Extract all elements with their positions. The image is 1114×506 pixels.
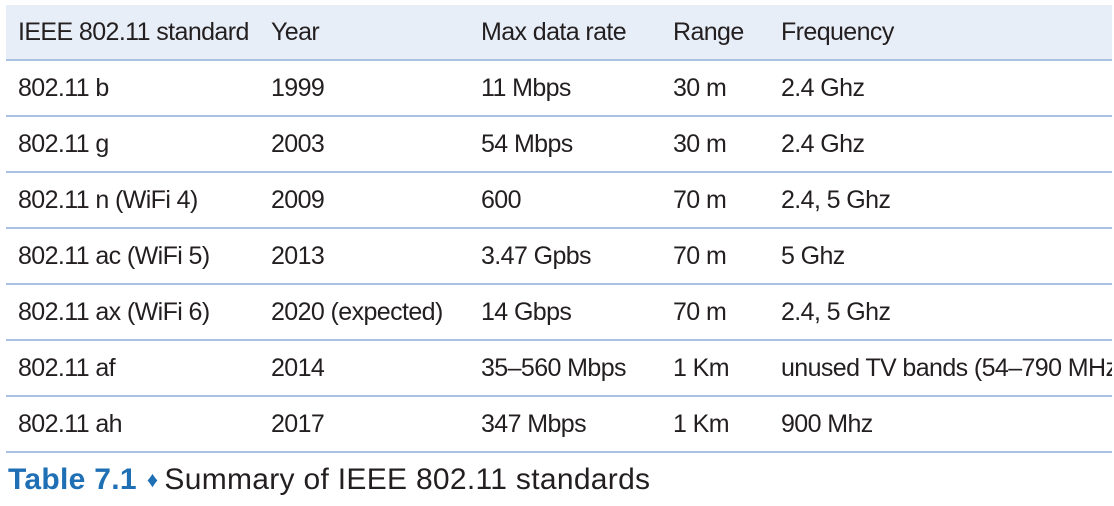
cell-year: 2014 [271, 353, 325, 382]
header-standard: IEEE 802.11 standard [6, 5, 259, 60]
cell-max-data-rate: 600 [481, 185, 522, 214]
cell-frequency: 900 Mhz [781, 409, 873, 438]
cell-frequency: 2.4, 5 Ghz [781, 185, 891, 214]
cell-frequency: 2.4 Ghz [781, 73, 865, 102]
cell-standard: 802.11 g [18, 129, 109, 158]
cell-year: 2003 [271, 129, 325, 158]
header-range: Range [661, 5, 769, 60]
cell-range: 70 m [673, 297, 727, 326]
table-row: 802.11 ah 2017 347 Mbps 1 Km 900 Mhz [6, 396, 1112, 452]
cell-year: 2020 (expected) [271, 297, 443, 326]
cell-standard: 802.11 b [18, 73, 109, 102]
cell-standard: 802.11 ah [18, 409, 123, 438]
header-year: Year [259, 5, 469, 60]
cell-max-data-rate: 35–560 Mbps [481, 353, 627, 382]
cell-year: 2017 [271, 409, 325, 438]
header-frequency: Frequency [769, 5, 1112, 60]
ieee-standards-table: IEEE 802.11 standard Year Max data rate … [6, 5, 1112, 453]
cell-frequency: 2.4 Ghz [781, 129, 865, 158]
cell-standard: 802.11 af [18, 353, 116, 382]
table-row: 802.11 n (WiFi 4) 2009 600 70 m 2.4, 5 G… [6, 172, 1112, 228]
table-row: 802.11 af 2014 35–560 Mbps 1 Km unused T… [6, 340, 1112, 396]
table-row: 802.11 ax (WiFi 6) 2020 (expected) 14 Gb… [6, 284, 1112, 340]
cell-range: 30 m [673, 73, 727, 102]
table-row: 802.11 b 1999 11 Mbps 30 m 2.4 Ghz [6, 60, 1112, 116]
cell-year: 2013 [271, 241, 325, 270]
cell-max-data-rate: 14 Gbps [481, 297, 572, 326]
table-row: 802.11 g 2003 54 Mbps 30 m 2.4 Ghz [6, 116, 1112, 172]
cell-year: 1999 [271, 73, 325, 102]
cell-range: 30 m [673, 129, 727, 158]
cell-range: 1 Km [673, 409, 730, 438]
cell-max-data-rate: 347 Mbps [481, 409, 587, 438]
cell-standard: 802.11 ax (WiFi 6) [18, 297, 210, 326]
cell-range: 70 m [673, 241, 727, 270]
cell-range: 1 Km [673, 353, 730, 382]
table-body: 802.11 b 1999 11 Mbps 30 m 2.4 Ghz 802.1… [6, 60, 1112, 452]
header-row: IEEE 802.11 standard Year Max data rate … [6, 5, 1112, 60]
cell-frequency: 5 Ghz [781, 241, 845, 270]
cell-standard: 802.11 n (WiFi 4) [18, 185, 198, 214]
cell-max-data-rate: 11 Mbps [481, 73, 571, 102]
cell-frequency: unused TV bands (54–790 MHz) [781, 353, 1112, 382]
header-max-data-rate: Max data rate [469, 5, 661, 60]
caption-number: Table 7.1 [8, 463, 137, 496]
table-row: 802.11 ac (WiFi 5) 2013 3.47 Gpbs 70 m 5… [6, 228, 1112, 284]
cell-frequency: 2.4, 5 Ghz [781, 297, 891, 326]
cell-max-data-rate: 3.47 Gpbs [481, 241, 592, 270]
table-caption: Table 7.1 ♦ Summary of IEEE 802.11 standar… [8, 463, 650, 497]
diamond-icon: ♦ [146, 467, 159, 492]
caption-text: Summary of IEEE 802.11 standards [164, 463, 651, 496]
cell-max-data-rate: 54 Mbps [481, 129, 573, 158]
table-header: IEEE 802.11 standard Year Max data rate … [6, 5, 1112, 60]
cell-year: 2009 [271, 185, 325, 214]
cell-range: 70 m [673, 185, 727, 214]
cell-standard: 802.11 ac (WiFi 5) [18, 241, 210, 270]
